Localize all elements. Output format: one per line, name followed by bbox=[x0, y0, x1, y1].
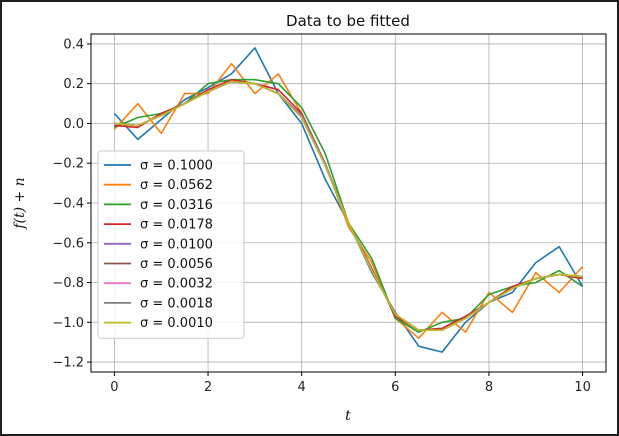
legend-entry: σ = 0.0056 bbox=[140, 257, 213, 272]
series-line-1 bbox=[113, 62, 584, 340]
y-tick-label: −0.6 bbox=[52, 236, 84, 251]
legend-entry: σ = 0.0562 bbox=[140, 178, 213, 193]
x-tick-label: 0 bbox=[110, 380, 118, 395]
x-tick-label: 6 bbox=[391, 380, 399, 395]
y-tick-label: −0.2 bbox=[52, 157, 84, 172]
legend-box bbox=[97, 150, 245, 339]
legend-entry: σ = 0.0018 bbox=[140, 296, 213, 311]
legend: σ = 0.1000 σ = 0.0562 σ = 0.0316 σ = 0.0178… bbox=[97, 150, 245, 339]
y-tick-label: −1.2 bbox=[52, 356, 84, 371]
x-axis-ticks: 0 2 4 6 8 10 bbox=[110, 372, 591, 395]
legend-entry: σ = 0.0010 bbox=[140, 316, 213, 331]
series-line-8 bbox=[114, 80, 583, 332]
y-tick-label: −1.0 bbox=[52, 316, 84, 331]
x-tick-label: 2 bbox=[204, 380, 212, 395]
legend-entry: σ = 0.0100 bbox=[140, 237, 213, 252]
y-tick-label: −0.8 bbox=[52, 276, 84, 291]
y-axis-label: f(t) + n bbox=[12, 177, 28, 229]
x-tick-label: 10 bbox=[574, 380, 591, 395]
legend-entry: σ = 0.0316 bbox=[140, 198, 213, 213]
legend-entry: σ = 0.1000 bbox=[140, 159, 213, 174]
legend-entry: σ = 0.0178 bbox=[140, 218, 213, 233]
series-lines bbox=[113, 47, 584, 353]
x-tick-label: 8 bbox=[485, 380, 493, 395]
y-tick-label: 0.0 bbox=[63, 117, 84, 132]
legend-entry: σ = 0.0032 bbox=[140, 277, 213, 292]
chart-title: Data to be fitted bbox=[286, 12, 410, 30]
x-axis-label: t bbox=[345, 408, 351, 424]
y-axis-ticks: 0.4 0.2 0.0 −0.2 −0.4 −0.6 −0.8 −1.0 −1.2 bbox=[52, 37, 91, 371]
y-tick-label: −0.4 bbox=[52, 197, 84, 212]
y-tick-label: 0.2 bbox=[63, 77, 84, 92]
x-tick-label: 4 bbox=[298, 380, 306, 395]
y-tick-label: 0.4 bbox=[63, 37, 84, 52]
